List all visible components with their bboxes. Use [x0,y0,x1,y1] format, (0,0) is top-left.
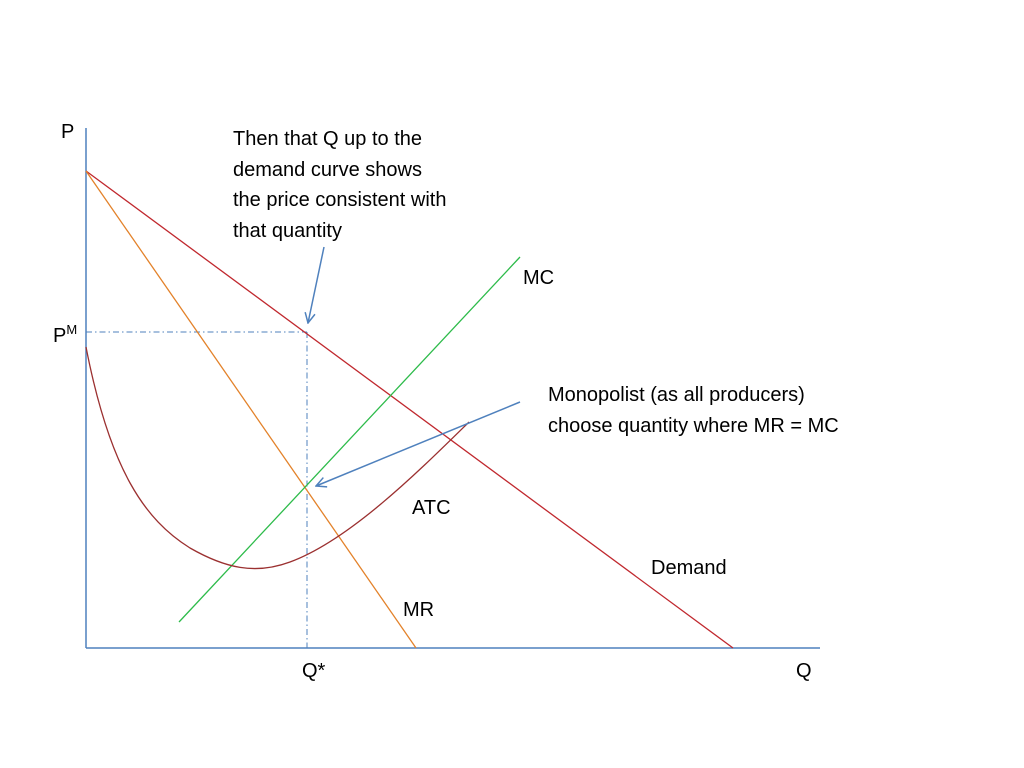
price-marker-label: PM [53,322,78,348]
atc-label: ATC [412,497,451,519]
demand-note-line: that quantity [233,219,342,242]
demand-note-arrow [308,246,325,323]
mr-curve [85,170,417,649]
quantity-marker-label: Q* [302,660,326,682]
price-marker-superscript: M [66,322,78,337]
demand-note-line: Then that Q up to the [233,128,423,150]
mr-mc-note-line: choose quantity where MR = MC [548,414,839,437]
demand-label: Demand [651,557,727,579]
atc-curve [85,346,470,570]
mr-mc-note-line: Monopolist (as all producers) [548,384,805,406]
demand-note: Then that Q up to the demand curve shows… [233,124,446,246]
mc-label: MC [523,267,555,289]
x-axis-label: Q [796,660,812,682]
mr-mc-note-arrow [316,401,521,486]
demand-note-line: the price consistent with [233,189,447,211]
demand-curve [85,170,734,649]
mc-curve [178,256,521,623]
mr-label: MR [403,599,435,621]
price-marker-letter: P [53,325,67,347]
demand-note-line: demand curve shows [233,158,422,181]
mr-mc-note: Monopolist (as all producers) choose qua… [548,380,839,441]
y-axis-label: P [61,121,75,143]
